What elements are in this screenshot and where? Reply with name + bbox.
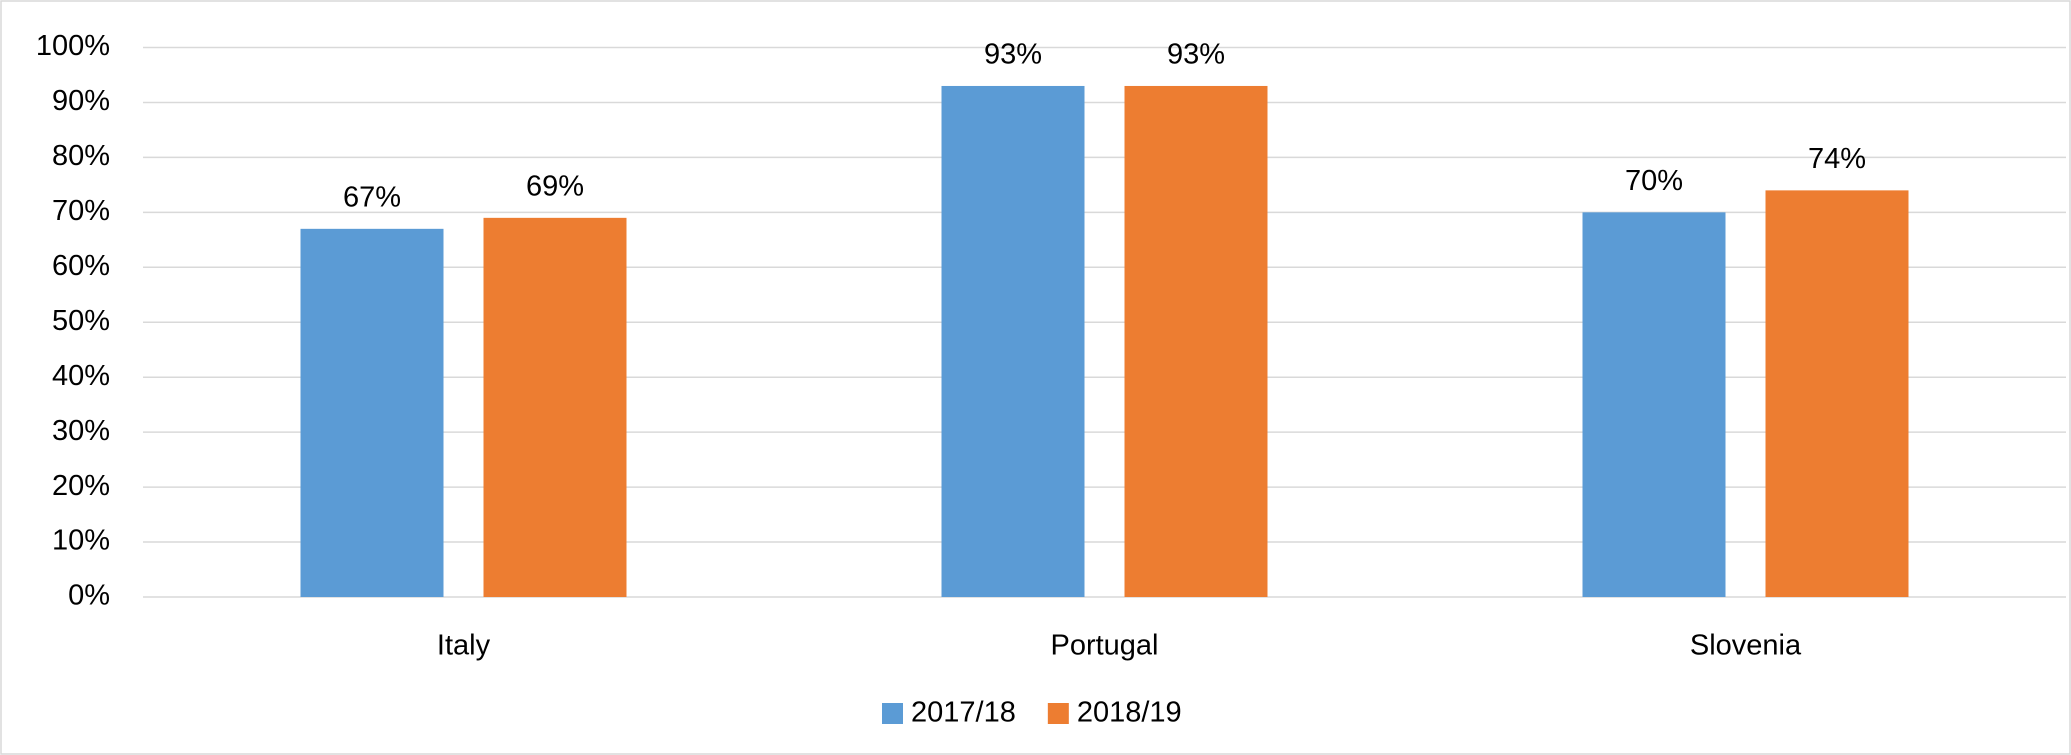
- y-tick-label: 80%: [52, 140, 110, 172]
- legend-label: 2017/18: [911, 697, 1016, 729]
- x-tick-label: Portugal: [1050, 630, 1158, 662]
- bar: [300, 228, 444, 597]
- legend-label: 2018/19: [1077, 697, 1182, 729]
- data-label: 93%: [984, 39, 1042, 71]
- data-label: 74%: [1808, 143, 1866, 175]
- bar: [941, 85, 1085, 597]
- legend-swatch: [882, 703, 903, 724]
- data-label: 70%: [1625, 165, 1683, 197]
- bar: [1765, 190, 1909, 597]
- y-tick-label: 40%: [52, 360, 110, 392]
- y-tick-label: 30%: [52, 415, 110, 447]
- y-tick-label: 20%: [52, 470, 110, 502]
- y-tick-label: 70%: [52, 195, 110, 227]
- legend-swatch: [1047, 703, 1069, 724]
- y-tick-label: 90%: [52, 85, 110, 117]
- data-label: 93%: [1167, 39, 1225, 71]
- y-tick-label: 60%: [52, 250, 110, 282]
- bar: [1582, 212, 1726, 597]
- data-label: 69%: [526, 171, 584, 203]
- y-tick-label: 0%: [68, 580, 110, 612]
- data-label: 67%: [343, 181, 401, 213]
- y-tick-label: 50%: [52, 305, 110, 337]
- bar: [483, 217, 627, 597]
- x-tick-label: Italy: [437, 630, 491, 662]
- bar: [1124, 85, 1268, 597]
- y-tick-label: 10%: [52, 525, 110, 557]
- y-tick-label: 100%: [36, 30, 110, 62]
- x-tick-label: Slovenia: [1690, 630, 1802, 662]
